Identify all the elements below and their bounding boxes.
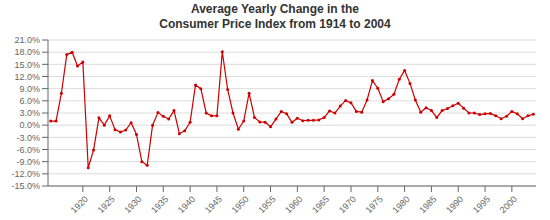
svg-text:21.0%: 21.0% bbox=[14, 35, 40, 45]
svg-text:1930: 1930 bbox=[122, 194, 143, 215]
svg-text:1935: 1935 bbox=[149, 194, 170, 215]
svg-text:-15.0%: -15.0% bbox=[11, 181, 40, 191]
svg-text:1980: 1980 bbox=[390, 194, 411, 215]
svg-text:9.0%: 9.0% bbox=[19, 84, 40, 94]
html-text:Average Yearly Change in the: Average Yearly Change in the bbox=[191, 2, 359, 16]
svg-text:1920: 1920 bbox=[69, 194, 90, 215]
svg-text:1950: 1950 bbox=[230, 194, 251, 215]
svg-text:3.0%: 3.0% bbox=[19, 108, 40, 118]
svg-text:1995: 1995 bbox=[471, 194, 492, 215]
svg-text:6.0%: 6.0% bbox=[19, 96, 40, 106]
svg-text:1955: 1955 bbox=[256, 194, 277, 215]
svg-text:1975: 1975 bbox=[364, 194, 385, 215]
html-text:Consumer Price Index from 1914: Consumer Price Index from 1914 to 2004 bbox=[159, 17, 391, 31]
svg-text:15.0%: 15.0% bbox=[14, 60, 40, 70]
svg-text:-6.0%: -6.0% bbox=[16, 145, 40, 155]
svg-text:1940: 1940 bbox=[176, 194, 197, 215]
svg-text:1960: 1960 bbox=[283, 194, 304, 215]
svg-text:1925: 1925 bbox=[96, 194, 117, 215]
svg-text:1985: 1985 bbox=[417, 194, 438, 215]
svg-text:0.0%: 0.0% bbox=[19, 120, 40, 130]
svg-text:2000: 2000 bbox=[498, 194, 519, 215]
svg-text:-12.0%: -12.0% bbox=[11, 169, 40, 179]
svg-text:1945: 1945 bbox=[203, 194, 224, 215]
svg-text:1990: 1990 bbox=[444, 194, 465, 215]
svg-text:1970: 1970 bbox=[337, 194, 358, 215]
svg-text:18.0%: 18.0% bbox=[14, 47, 40, 57]
svg-text:-3.0%: -3.0% bbox=[16, 133, 40, 143]
svg-text:-9.0%: -9.0% bbox=[16, 157, 40, 167]
svg-text:1965: 1965 bbox=[310, 194, 331, 215]
svg-text:12.0%: 12.0% bbox=[14, 72, 40, 82]
